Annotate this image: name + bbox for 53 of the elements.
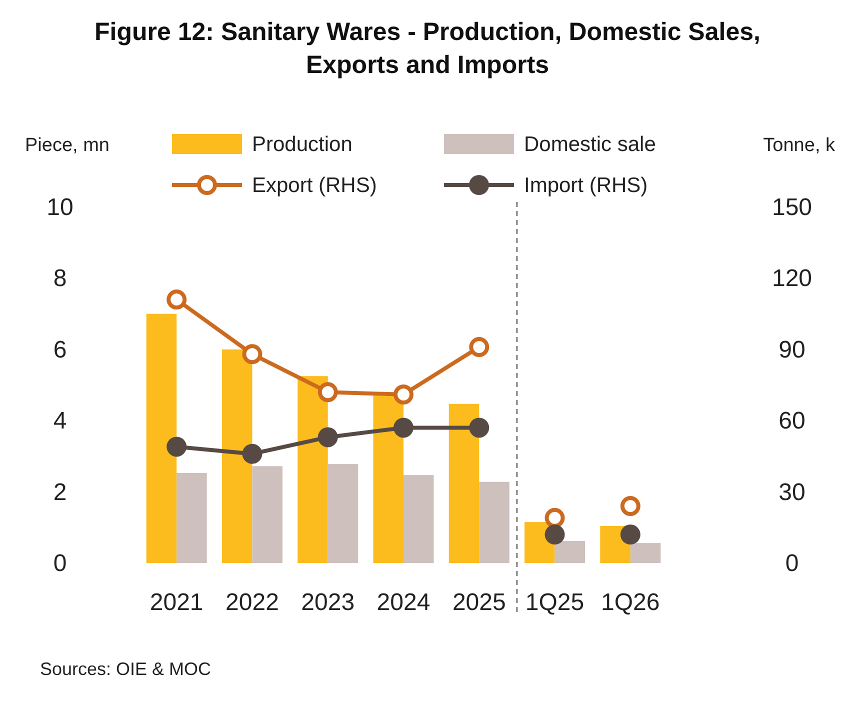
point <box>166 290 187 310</box>
bar <box>404 475 434 563</box>
point <box>166 436 187 457</box>
y2-tick-label: 150 <box>772 194 812 221</box>
point <box>544 524 565 545</box>
bar <box>176 472 207 563</box>
bar <box>328 464 358 563</box>
x-tick-label: 2025 <box>452 589 506 616</box>
legend-label: Import (RHS) <box>524 174 648 197</box>
bar <box>630 543 661 563</box>
point <box>620 496 640 516</box>
legend-label: Export (RHS) <box>252 174 377 197</box>
x-tick-label: 2021 <box>150 589 204 616</box>
y-tick-label: 8 <box>53 265 67 292</box>
point <box>394 384 414 404</box>
point <box>318 382 338 402</box>
chart-title: Figure 12: Sanitary Wares - Production, Domestic Sales, Exports and Imports <box>94 18 760 79</box>
point <box>544 508 565 528</box>
x-tick-label: 2022 <box>226 589 279 616</box>
y-tick-label: 4 <box>53 408 67 435</box>
y2-tick-label: 90 <box>778 336 806 364</box>
legend-label: Domestic sale <box>524 133 656 156</box>
bar <box>222 349 252 563</box>
point <box>318 427 338 448</box>
y2-tick-label: 60 <box>778 408 806 435</box>
x-tick-label: 1Q26 <box>601 589 660 616</box>
y2-tick-label: 120 <box>772 265 812 292</box>
bar <box>554 540 586 563</box>
bar <box>373 396 404 563</box>
source-note: Sources: OIE & MOC <box>40 659 212 679</box>
x-tick-label: 1Q25 <box>525 589 584 616</box>
y2-tick-label: 0 <box>785 550 799 577</box>
point <box>242 344 262 364</box>
y2-axis-title: Tonne, k <box>763 135 836 156</box>
bar <box>448 404 480 563</box>
point <box>242 444 262 464</box>
y2-tick-label: 30 <box>778 478 806 506</box>
y-tick-label: 0 <box>53 550 67 577</box>
y-tick-label: 10 <box>46 194 74 221</box>
point <box>469 337 490 358</box>
bar <box>146 314 177 563</box>
bar <box>298 376 328 563</box>
y-tick-label: 2 <box>53 478 67 506</box>
point <box>394 418 414 438</box>
point <box>469 418 490 438</box>
x-tick-label: 2023 <box>301 589 355 616</box>
bar <box>479 482 510 563</box>
point <box>620 524 640 545</box>
legend-label: Production <box>252 133 352 156</box>
x-tick-label: 2024 <box>376 589 430 616</box>
bar <box>252 466 282 563</box>
y-tick-label: 6 <box>53 336 67 364</box>
y-axis-title: Piece, mn <box>25 135 110 156</box>
